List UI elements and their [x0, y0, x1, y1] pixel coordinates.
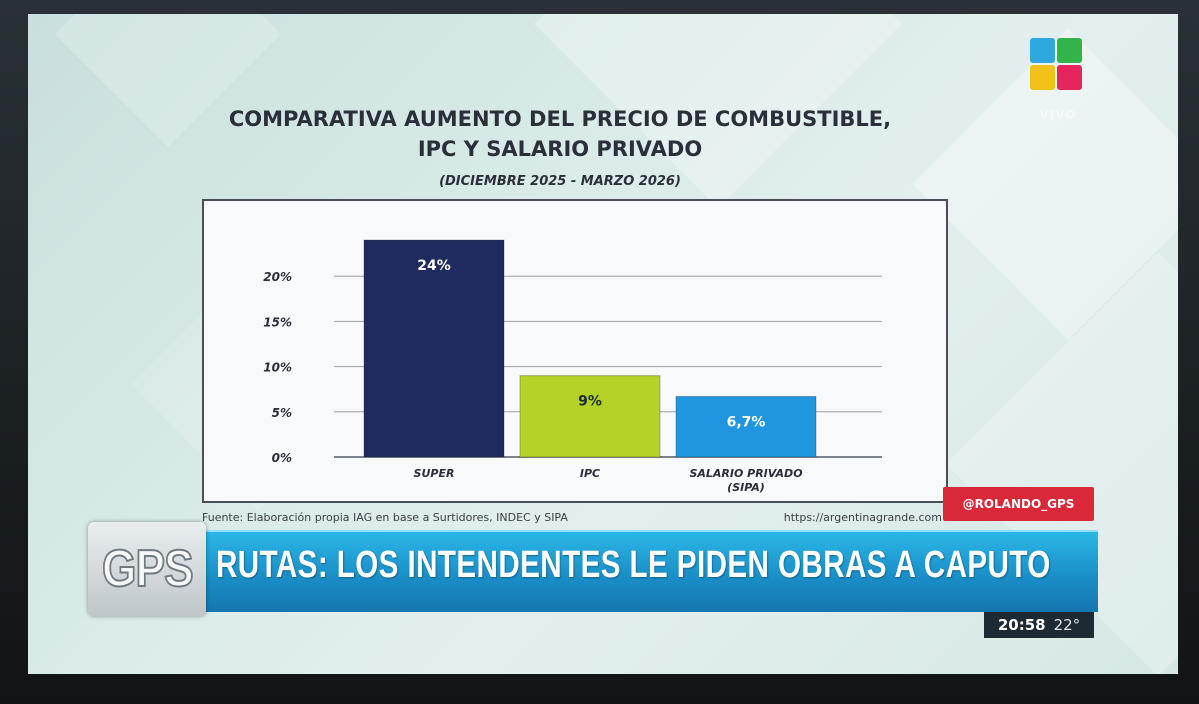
bar — [519, 375, 661, 458]
clock-time: 20:58 — [997, 616, 1046, 634]
social-handle-badge: @ROLANDO_GPS — [943, 487, 1094, 521]
lower-third-banner: RUTAS: LOS INTENDENTES LE PIDEN OBRAS A … — [88, 522, 1098, 616]
live-label: VIVO — [1039, 108, 1077, 122]
y-tick-label: 15% — [263, 315, 292, 329]
chart-title-line2: IPC Y SALARIO PRIVADO — [417, 137, 703, 161]
bar-chart: 0% 5% 10% 15% 20% 24% SUPER 9% IPC 6,7% SALARIO PR… — [263, 239, 882, 494]
y-tick-label: 10% — [263, 361, 292, 375]
clock-widget: 20:58 22° — [984, 612, 1094, 638]
logo-square-blue — [1030, 38, 1055, 63]
bar — [363, 239, 505, 458]
source-note: Fuente: Elaboración propia IAG en base a… — [202, 511, 568, 524]
temperature: 22° — [1053, 616, 1081, 634]
y-tick-label: 20% — [263, 270, 292, 284]
program-logo-text: GPS — [101, 539, 194, 599]
chart-title: COMPARATIVA AUMENTO DEL PRECIO DE COMBUS… — [150, 104, 970, 164]
channel-logo — [1030, 38, 1084, 92]
category-label: IPC — [580, 467, 600, 480]
category-label: SALARIO PRIVADO — [689, 467, 802, 480]
chart-subtitle: (DICIEMBRE 2025 - MARZO 2026) — [439, 174, 681, 189]
bar-data-label: 9% — [578, 394, 602, 410]
chart-title-line1: COMPARATIVA AUMENTO DEL PRECIO DE COMBUS… — [228, 107, 892, 131]
y-tick-label: 5% — [272, 406, 292, 420]
bar-data-label: 24% — [417, 258, 451, 274]
logo-square-green — [1057, 38, 1082, 63]
program-logo: GPS — [88, 522, 206, 616]
headline-bar — [178, 530, 1098, 612]
bar-data-label: 6,7% — [727, 414, 766, 430]
source-url: https://argentinagrande.com — [783, 511, 942, 524]
y-tick-label: 0% — [272, 451, 292, 465]
logo-square-pink — [1057, 65, 1082, 90]
headline-text: RUTAS: LOS INTENDENTES LE PIDEN OBRAS A … — [216, 544, 1051, 586]
bar — [675, 395, 817, 458]
logo-square-yellow — [1030, 65, 1055, 90]
category-label: (SIPA) — [727, 481, 765, 494]
category-label: SUPER — [414, 467, 455, 480]
chart-frame: 0% 5% 10% 15% 20% 24% SUPER 9% IPC 6,7% SALARIO PR… — [202, 199, 948, 503]
